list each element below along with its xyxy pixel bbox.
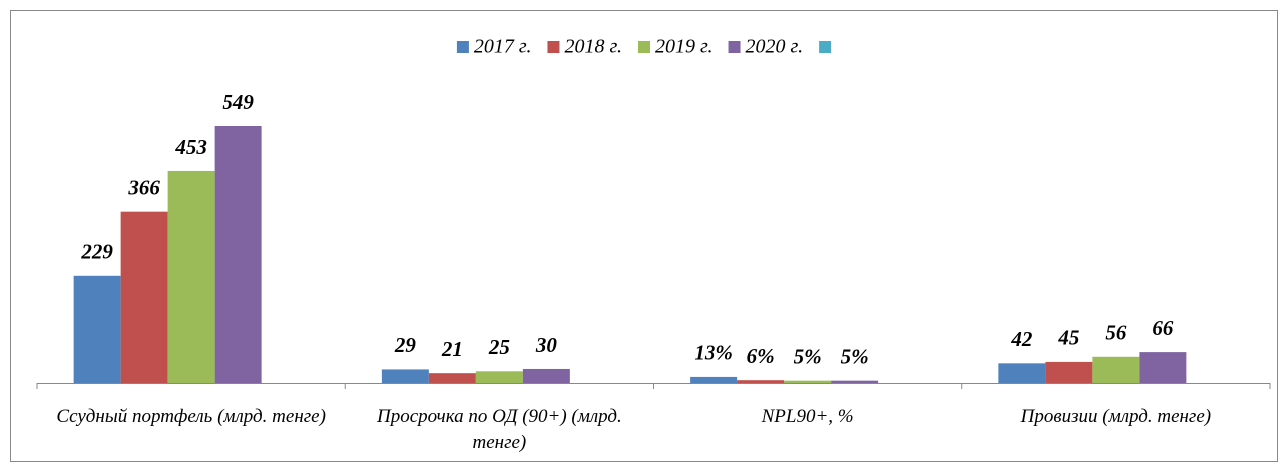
legend-swatch <box>547 41 560 53</box>
x-tick-label: NPL90+, % <box>761 406 854 427</box>
value-label: 5% <box>794 344 822 368</box>
value-label: 5% <box>841 344 869 368</box>
value-label: 21 <box>441 337 463 361</box>
x-tick-label: Ссудный портфель (млрд. тенге) <box>56 406 326 427</box>
value-label: 30 <box>535 333 558 357</box>
bar <box>381 369 429 383</box>
bar <box>73 275 121 383</box>
value-label: 25 <box>488 335 510 359</box>
legend-label: 2018 г. <box>564 36 622 58</box>
bar <box>1045 361 1093 383</box>
legend-label: 2019 г. <box>655 36 713 58</box>
bar <box>1092 356 1140 383</box>
x-tick-label: Провизии (млрд. тенге) <box>1020 406 1212 427</box>
value-label: 549 <box>222 90 254 114</box>
value-label: 6% <box>747 344 775 368</box>
value-label: 453 <box>174 135 207 159</box>
legend-swatch <box>638 41 650 53</box>
legend-swatch <box>728 41 741 53</box>
value-label: 42 <box>1010 327 1033 351</box>
bar <box>167 170 215 383</box>
bar <box>1139 352 1187 383</box>
bar <box>475 371 523 383</box>
legend-swatch <box>819 41 832 53</box>
bar <box>737 380 785 383</box>
value-label: 45 <box>1057 326 1079 350</box>
value-label: 13% <box>694 341 733 365</box>
bar <box>214 126 262 383</box>
bar <box>831 380 879 383</box>
bar <box>690 376 738 383</box>
bar <box>120 211 168 383</box>
bar <box>784 380 832 383</box>
value-label: 229 <box>80 240 113 264</box>
legend-swatch <box>456 41 469 53</box>
value-label: 366 <box>127 175 160 199</box>
value-label: 29 <box>394 333 417 357</box>
value-label: 66 <box>1152 316 1174 340</box>
bar <box>998 363 1046 383</box>
value-label: 56 <box>1105 321 1127 345</box>
legend-label: 2020 г. <box>746 36 804 58</box>
bar <box>522 368 570 383</box>
bar <box>428 373 476 383</box>
legend-label: 2017 г. <box>474 36 532 58</box>
x-tick-label: Просрочка по ОД (90+) (млрд. тенге) <box>376 406 622 453</box>
